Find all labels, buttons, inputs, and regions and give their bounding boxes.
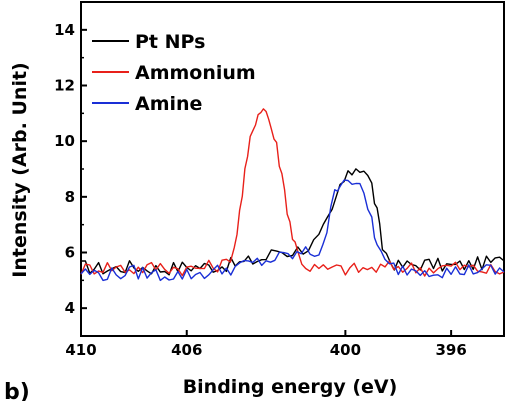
series-line — [80, 108, 505, 277]
panel-label: b) — [4, 380, 30, 401]
series-line — [80, 179, 505, 282]
y-tick-label: 8 — [65, 188, 75, 206]
legend: Pt NPs Ammonium Amine — [92, 31, 256, 115]
x-tick-label: 396 — [435, 341, 466, 359]
series-layer — [80, 108, 505, 282]
legend-entry: Ammonium — [135, 62, 256, 84]
y-tick-label: 6 — [65, 244, 75, 262]
y-tick-label: 12 — [54, 77, 75, 95]
x-tick-label: 410 — [65, 341, 96, 359]
x-tick-label: 400 — [330, 341, 361, 359]
x-tick-label: 406 — [171, 341, 202, 359]
y-tick-label: 4 — [65, 299, 75, 317]
legend-entry: Pt NPs — [135, 31, 205, 53]
y-tick-label: 14 — [54, 21, 75, 39]
y-axis-label: Intensity (Arb. Unit) — [9, 62, 31, 277]
x-axis-label: Binding energy (eV) — [183, 376, 398, 398]
y-tick-label: 10 — [54, 132, 75, 150]
x-axis-ticks: 410 406 400 396 — [65, 330, 467, 359]
y-axis-ticks: 4 6 8 10 12 14 — [54, 1, 87, 337]
legend-entry: Amine — [135, 93, 202, 115]
